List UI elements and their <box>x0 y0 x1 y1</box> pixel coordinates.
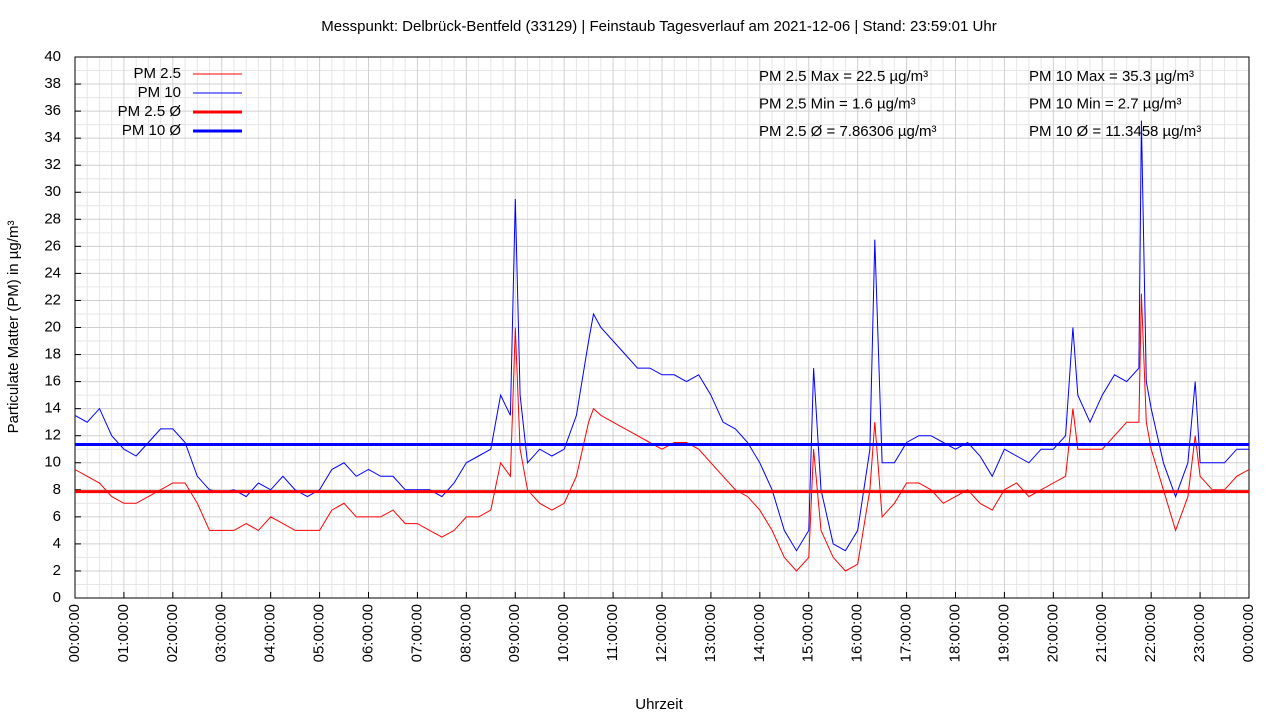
x-tick-label: 15:00:00 <box>800 604 817 662</box>
y-tick-label: 24 <box>44 264 61 281</box>
annotation: PM 10 Min = 2.7 µg/m³ <box>1029 95 1181 112</box>
x-tick-label: 05:00:00 <box>311 604 328 662</box>
x-tick-label: 10:00:00 <box>555 604 572 662</box>
plot-frame <box>74 56 1250 599</box>
data-line <box>74 120 1249 552</box>
annotation: PM 10 Ø = 11.3458 µg/m³ <box>1029 123 1201 140</box>
x-tick-label: 01:00:00 <box>115 604 132 662</box>
x-tick-label: 22:00:00 <box>1142 604 1159 662</box>
annotation: PM 2.5 Max = 22.5 µg/m³ <box>759 68 928 85</box>
y-tick-label: 32 <box>44 156 61 173</box>
x-tick-label: 07:00:00 <box>408 604 425 662</box>
y-tick-label: 6 <box>53 508 61 525</box>
x-tick-label: 08:00:00 <box>457 604 474 662</box>
annotation: PM 10 Max = 35.3 µg/m³ <box>1029 68 1194 85</box>
y-axis-label: Particulate Matter (PM) in µg/m³ <box>5 221 22 434</box>
y-tick-label: 8 <box>53 481 61 498</box>
legend-label: PM 2.5 <box>133 65 181 82</box>
x-tick-label: 20:00:00 <box>1044 604 1061 662</box>
x-tick-label: 19:00:00 <box>995 604 1012 662</box>
y-tick-label: 40 <box>44 48 61 65</box>
y-tick-label: 12 <box>44 427 61 444</box>
x-tick-label: 02:00:00 <box>164 604 181 662</box>
x-tick-label: 17:00:00 <box>898 604 915 662</box>
x-tick-label: 16:00:00 <box>849 604 866 662</box>
y-tick-label: 14 <box>44 400 61 417</box>
x-tick-label: 23:00:00 <box>1191 604 1208 662</box>
y-tick-label: 2 <box>53 562 61 579</box>
legend-label: PM 10 Ø <box>122 122 182 139</box>
x-tick-label: 09:00:00 <box>506 604 523 662</box>
x-tick-label: 13:00:00 <box>702 604 719 662</box>
x-tick-label: 18:00:00 <box>946 604 963 662</box>
legend-label: PM 2.5 Ø <box>118 103 182 120</box>
x-tick-label: 11:00:00 <box>604 604 621 661</box>
y-tick-label: 34 <box>44 129 61 146</box>
chart-title: Messpunkt: Delbrück-Bentfeld (33129) | F… <box>321 18 996 35</box>
y-tick-label: 0 <box>53 589 61 606</box>
y-tick-label: 10 <box>44 454 61 471</box>
x-tick-label: 00:00:00 <box>1240 604 1257 662</box>
y-tick-label: 30 <box>44 183 61 200</box>
x-tick-label: 21:00:00 <box>1093 604 1110 662</box>
data-line <box>74 293 1250 572</box>
y-tick-label: 4 <box>53 535 61 552</box>
x-tick-label: 04:00:00 <box>262 604 279 662</box>
y-tick-label: 20 <box>44 318 61 335</box>
y-tick-label: 22 <box>44 291 61 308</box>
annotation: PM 2.5 Min = 1.6 µg/m³ <box>759 95 916 112</box>
x-tick-label: 03:00:00 <box>213 604 230 662</box>
y-tick-label: 18 <box>44 346 61 363</box>
x-tick-label: 12:00:00 <box>653 604 670 662</box>
annotation: PM 2.5 Ø = 7.86306 µg/m³ <box>759 123 936 140</box>
y-tick-label: 26 <box>44 237 61 254</box>
y-tick-label: 28 <box>44 210 61 227</box>
y-tick-label: 16 <box>44 373 61 390</box>
x-axis-label: Uhrzeit <box>635 696 683 713</box>
x-tick-label: 14:00:00 <box>751 604 768 662</box>
legend-label: PM 10 <box>138 84 181 101</box>
y-tick-label: 38 <box>44 75 61 92</box>
x-tick-label: 06:00:00 <box>359 604 376 662</box>
x-tick-label: 00:00:00 <box>66 604 83 662</box>
y-tick-label: 36 <box>44 102 61 119</box>
